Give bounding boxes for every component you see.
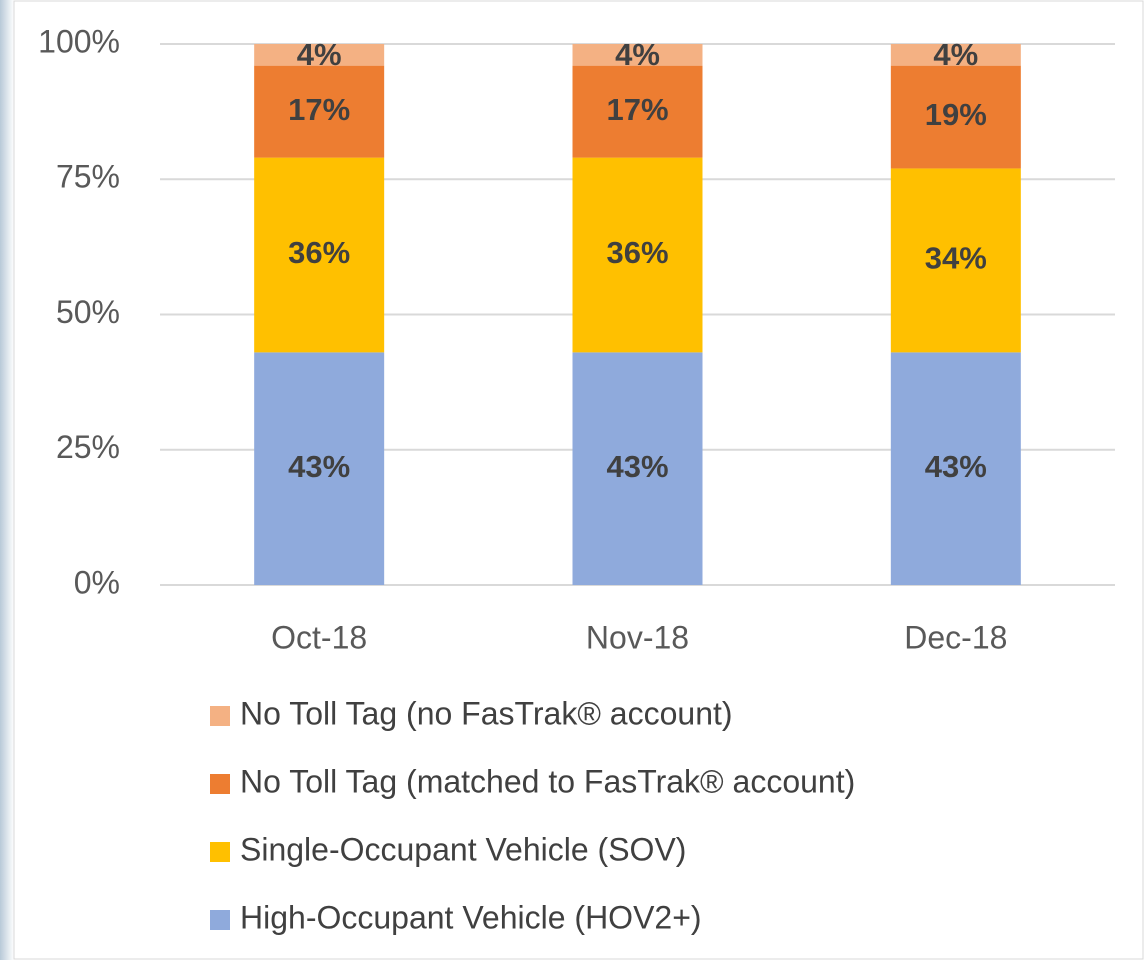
legend-label: No Toll Tag (matched to FasTrak® account… — [240, 763, 855, 799]
data-label: 19% — [925, 97, 987, 132]
data-label: 4% — [615, 37, 660, 72]
bar-segment — [254, 352, 385, 585]
bar-segment — [572, 157, 703, 353]
bar-segment — [572, 65, 703, 158]
data-label: 36% — [288, 235, 350, 270]
data-label: 34% — [925, 241, 987, 276]
legend-label: High-Occupant Vehicle (HOV2+) — [240, 899, 702, 935]
data-label: 17% — [606, 92, 668, 127]
x-tick-label: Oct-18 — [271, 619, 367, 655]
edge-shade — [0, 0, 14, 960]
data-label: 43% — [288, 449, 350, 484]
bar-segment — [890, 168, 1021, 353]
y-tick-label: 0% — [74, 564, 120, 600]
legend-label: Single-Occupant Vehicle (SOV) — [240, 831, 686, 867]
bar-segment — [890, 65, 1021, 169]
y-tick-label: 75% — [56, 159, 120, 195]
data-label: 43% — [606, 449, 668, 484]
x-tick-label: Dec-18 — [904, 619, 1007, 655]
data-label: 17% — [288, 92, 350, 127]
legend-label: No Toll Tag (no FasTrak® account) — [240, 695, 733, 731]
legend-swatch — [210, 706, 230, 726]
bar-segment — [254, 44, 385, 66]
x-tick-label: Nov-18 — [586, 619, 689, 655]
data-label: 4% — [933, 37, 978, 72]
bar-segment — [572, 44, 703, 66]
data-label: 4% — [297, 37, 342, 72]
bar-segment — [572, 352, 703, 585]
bar-segment — [890, 44, 1021, 66]
y-tick-label: 25% — [56, 429, 120, 465]
data-label: 43% — [925, 449, 987, 484]
y-tick-label: 100% — [38, 23, 120, 59]
bar-segment — [254, 65, 385, 158]
y-tick-label: 50% — [56, 294, 120, 330]
legend-swatch — [210, 842, 230, 862]
bar-segment — [890, 352, 1021, 585]
data-label: 36% — [606, 235, 668, 270]
bar-segment — [254, 157, 385, 353]
legend-swatch — [210, 910, 230, 930]
legend-swatch — [210, 774, 230, 794]
